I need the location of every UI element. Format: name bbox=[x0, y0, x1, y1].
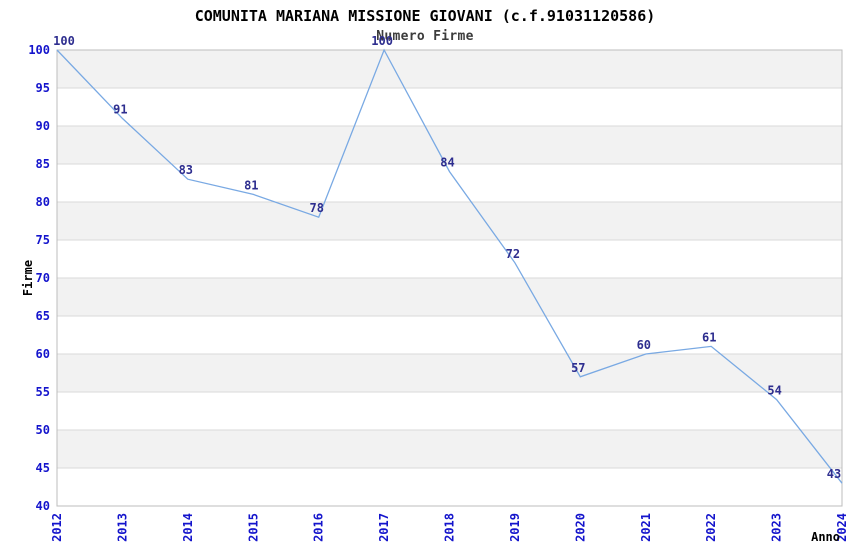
y-tick-label: 50 bbox=[36, 423, 50, 437]
plot-band bbox=[57, 126, 842, 164]
plot-band bbox=[57, 430, 842, 468]
data-line bbox=[56, 48, 843, 484]
x-tick-label: 2015 bbox=[246, 513, 260, 542]
y-tick-label: 75 bbox=[36, 233, 50, 247]
x-tick-label: 2023 bbox=[770, 513, 784, 542]
x-tick-label: 2017 bbox=[377, 513, 391, 542]
plot-border bbox=[56, 49, 843, 507]
x-tick-label: 2022 bbox=[704, 513, 718, 542]
plot-band bbox=[57, 50, 842, 88]
x-tick-label: 2019 bbox=[508, 513, 522, 542]
y-tick-label: 55 bbox=[36, 385, 50, 399]
x-tick-label: 2018 bbox=[443, 513, 457, 542]
chart-subtitle: Numero Firme bbox=[376, 29, 474, 44]
plot-band bbox=[57, 354, 842, 392]
y-tick-label: 65 bbox=[36, 309, 50, 323]
y-tick-label: 40 bbox=[36, 499, 50, 513]
y-tick-label: 90 bbox=[36, 119, 50, 133]
value-label: 54 bbox=[767, 384, 781, 398]
gridlines bbox=[57, 87, 842, 469]
y-tick-label: 85 bbox=[36, 157, 50, 171]
plot-band bbox=[57, 202, 842, 240]
x-tick-label: 2024 bbox=[835, 513, 849, 542]
x-tick-label: 2012 bbox=[50, 513, 64, 542]
x-tick-label: 2013 bbox=[115, 513, 129, 542]
y-tick-label: 70 bbox=[36, 271, 50, 285]
plot-bands bbox=[57, 50, 842, 468]
value-label: 61 bbox=[702, 330, 716, 344]
value-label: 78 bbox=[309, 201, 323, 215]
y-axis-title: Firme bbox=[21, 260, 35, 296]
x-tick-label: 2016 bbox=[312, 513, 326, 542]
x-tick-label: 2020 bbox=[573, 513, 587, 542]
y-tick-label: 100 bbox=[28, 43, 50, 57]
value-label: 100 bbox=[371, 34, 393, 48]
y-tick-label: 95 bbox=[36, 81, 50, 95]
y-tick-label: 60 bbox=[36, 347, 50, 361]
value-label: 43 bbox=[827, 467, 841, 481]
y-tick-label: 45 bbox=[36, 461, 50, 475]
y-tick-label: 80 bbox=[36, 195, 50, 209]
x-axis-labels: 2012 2013 2014 2015 2016 2017 2018 2019 2020 2021… bbox=[50, 513, 849, 542]
value-label: 91 bbox=[113, 102, 127, 116]
series-numero-firme-line bbox=[56, 48, 843, 484]
x-axis-title: Anno bbox=[811, 530, 840, 544]
value-label: 81 bbox=[244, 178, 258, 192]
x-tick-label: 2014 bbox=[181, 513, 195, 542]
data-labels: 100 91 83 81 78 100 84 72 57 60 61 54 43 bbox=[53, 34, 841, 481]
value-label: 57 bbox=[571, 361, 585, 375]
value-label: 84 bbox=[440, 156, 454, 170]
y-axis-labels: 40 45 50 55 60 65 70 75 80 85 90 95 100 bbox=[28, 43, 50, 513]
value-label: 83 bbox=[179, 163, 193, 177]
value-label: 100 bbox=[53, 34, 75, 48]
value-label: 60 bbox=[637, 338, 651, 352]
x-tick-label: 2021 bbox=[639, 513, 653, 542]
chart-title: COMUNITA MARIANA MISSIONE GIOVANI (c.f.9… bbox=[194, 7, 656, 25]
value-label: 72 bbox=[506, 247, 520, 261]
plot-band bbox=[57, 278, 842, 316]
